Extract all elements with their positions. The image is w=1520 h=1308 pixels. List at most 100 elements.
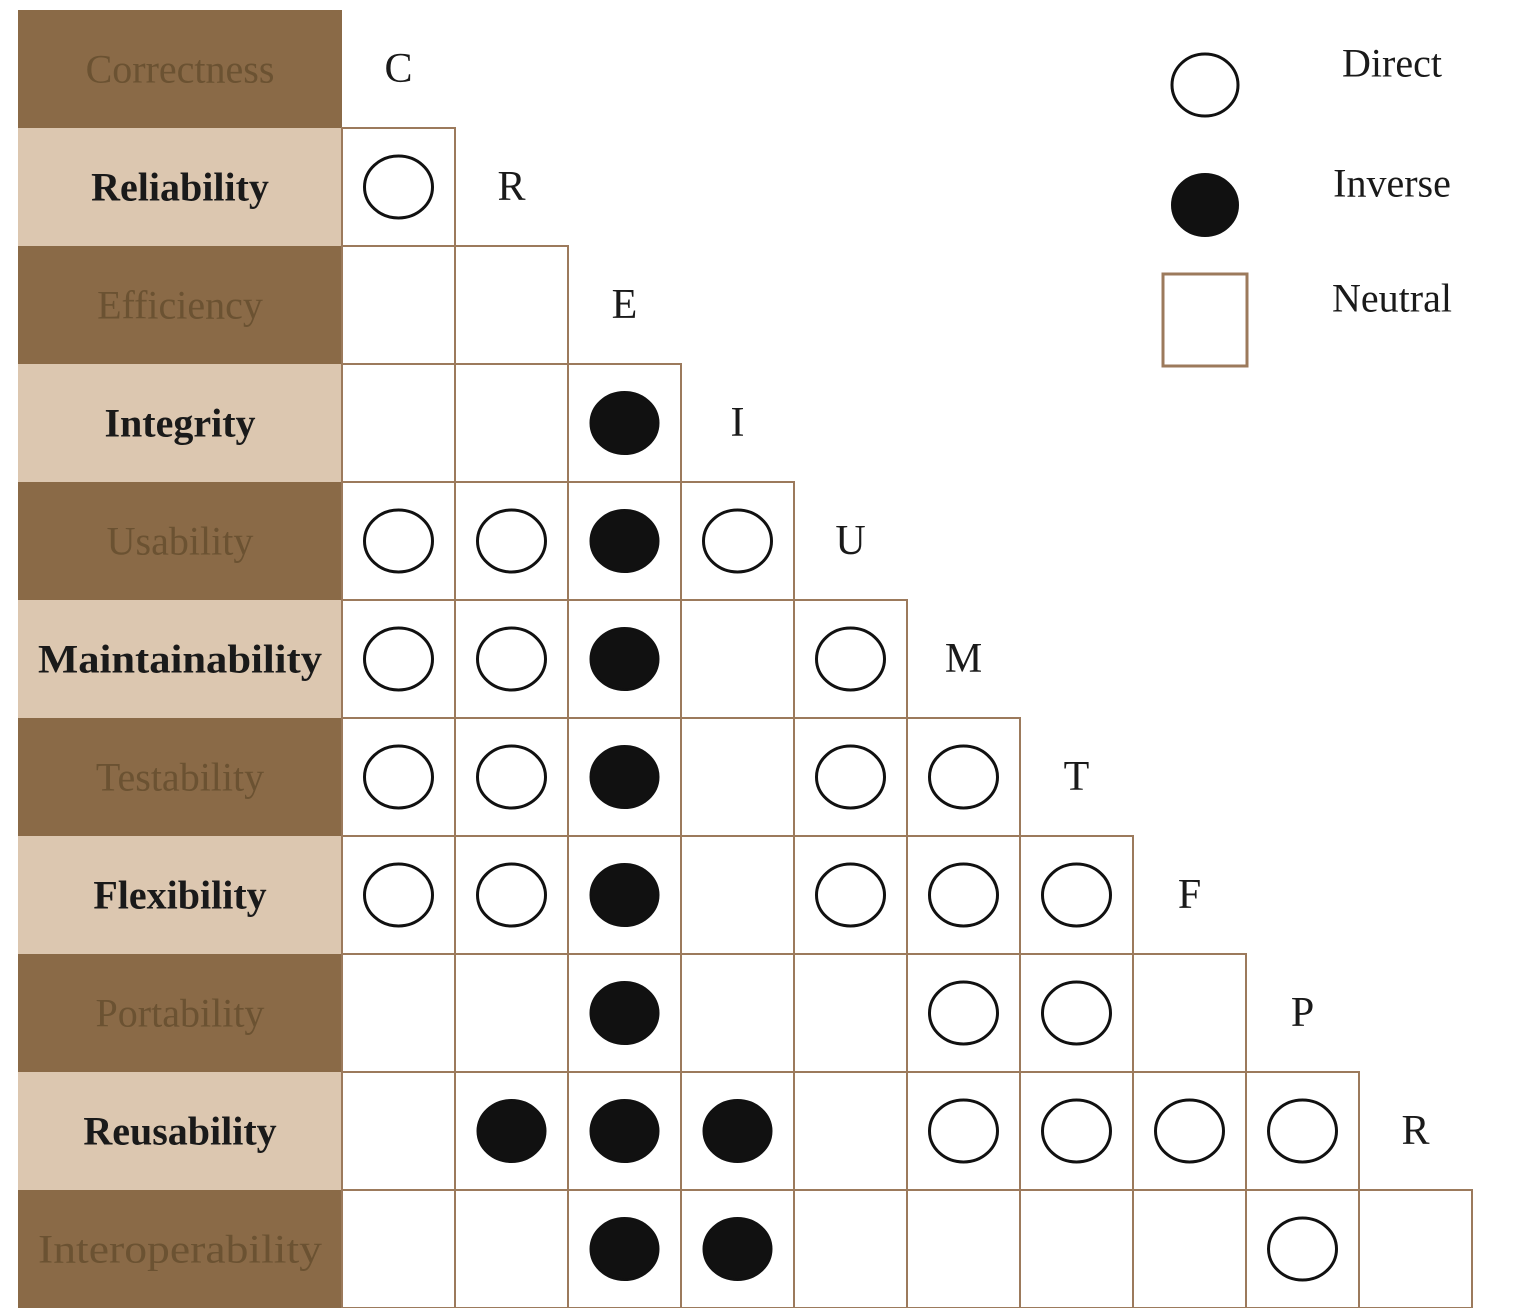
factor-abbr-portability: P xyxy=(1291,990,1314,1036)
factor-abbr-efficiency: E xyxy=(612,282,638,328)
inverse-symbol xyxy=(1171,173,1239,237)
relation-cell xyxy=(341,481,456,601)
direct-relation-mark xyxy=(1154,1098,1225,1164)
relation-cell xyxy=(1358,1189,1473,1308)
relation-cell xyxy=(793,599,908,719)
legend-item-direct: Direct xyxy=(1170,41,1442,118)
factor-label-text: Reusability xyxy=(83,1109,276,1154)
direct-relation-mark xyxy=(815,626,886,692)
direct-relation-mark xyxy=(363,626,434,692)
relation-cell xyxy=(793,1071,908,1191)
factor-label-text: Efficiency xyxy=(97,283,263,328)
relation-cell xyxy=(454,1071,569,1191)
relation-cell xyxy=(1245,1071,1360,1191)
relation-cell xyxy=(567,717,682,837)
legend-label: Direct xyxy=(1342,41,1442,86)
factor-label-usability: Usability xyxy=(18,482,342,600)
factor-label-reusability: Reusability xyxy=(18,1072,342,1190)
direct-relation-mark xyxy=(928,980,999,1046)
legend-item-inverse: Inverse xyxy=(1171,161,1451,237)
direct-relation-mark xyxy=(1041,862,1112,928)
inverse-relation-mark xyxy=(589,863,660,927)
relation-cell xyxy=(1019,1071,1134,1191)
direct-relation-mark xyxy=(476,744,547,810)
relation-cell xyxy=(341,127,456,247)
relation-cell xyxy=(341,835,456,955)
inverse-relation-mark xyxy=(589,509,660,573)
relation-cell xyxy=(906,835,1021,955)
relation-cell xyxy=(1132,1071,1247,1191)
relation-cell xyxy=(454,481,569,601)
relation-cell xyxy=(1132,953,1247,1073)
direct-relation-mark xyxy=(1041,1098,1112,1164)
factor-label-maintainability: Maintainability xyxy=(18,600,342,718)
relation-cell xyxy=(906,953,1021,1073)
factor-label-portability: Portability xyxy=(18,954,342,1072)
factor-label-flexibility: Flexibility xyxy=(18,836,342,954)
relation-cell xyxy=(680,835,795,955)
legend: Direct Inverse Neutral xyxy=(1161,41,1452,368)
legend-label: Inverse xyxy=(1333,161,1451,206)
relation-cell xyxy=(906,717,1021,837)
factor-abbr-correctness: C xyxy=(384,46,412,92)
relation-cell xyxy=(454,245,569,365)
direct-relation-mark xyxy=(363,744,434,810)
inverse-relation-mark xyxy=(702,1217,773,1281)
factor-abbr-flexibility: F xyxy=(1178,872,1201,918)
direct-relation-mark xyxy=(363,862,434,928)
factor-label-text: Integrity xyxy=(104,401,255,446)
direct-relation-mark xyxy=(1267,1098,1338,1164)
relation-cell xyxy=(567,481,682,601)
inverse-relation-mark xyxy=(589,391,660,455)
inverse-relation-mark xyxy=(589,1099,660,1163)
relation-cell xyxy=(906,1071,1021,1191)
direct-symbol xyxy=(1170,52,1240,118)
direct-relation-mark xyxy=(476,508,547,574)
legend-label: Neutral xyxy=(1332,276,1452,321)
relation-cell xyxy=(1019,1189,1134,1308)
relation-cell xyxy=(793,953,908,1073)
relation-cell xyxy=(1019,835,1134,955)
neutral-symbol xyxy=(1161,272,1249,368)
relation-cell xyxy=(680,599,795,719)
legend-item-neutral: Neutral xyxy=(1161,272,1452,368)
relation-cell xyxy=(454,1189,569,1308)
relation-cell xyxy=(793,1189,908,1308)
relation-cell xyxy=(1245,1189,1360,1308)
inverse-relation-mark xyxy=(589,1217,660,1281)
factor-label-text: Testability xyxy=(96,755,264,800)
direct-relation-mark xyxy=(815,744,886,810)
relation-cell xyxy=(454,835,569,955)
relation-grid xyxy=(341,127,1473,1308)
direct-relation-mark xyxy=(476,862,547,928)
relation-cell xyxy=(341,717,456,837)
factor-labels: Correctness Reliability Efficiency Integrit… xyxy=(18,10,342,1308)
factor-label-text: Correctness xyxy=(86,47,275,92)
relation-cell xyxy=(341,599,456,719)
factor-abbr-integrity: I xyxy=(731,400,745,446)
inverse-relation-mark xyxy=(589,745,660,809)
relation-cell xyxy=(341,953,456,1073)
factor-label-interoperability: Interoperability xyxy=(18,1190,342,1308)
factor-label-text: Interoperability xyxy=(38,1227,322,1272)
direct-relation-mark xyxy=(1267,1216,1338,1282)
relation-cell xyxy=(680,1189,795,1308)
inverse-relation-mark xyxy=(589,627,660,691)
relation-cell xyxy=(1019,953,1134,1073)
relation-cell xyxy=(454,717,569,837)
direct-relation-mark xyxy=(702,508,773,574)
relation-cell xyxy=(341,1071,456,1191)
relation-cell xyxy=(793,835,908,955)
factor-label-text: Usability xyxy=(107,519,254,564)
relation-cell xyxy=(680,953,795,1073)
inverse-relation-mark xyxy=(702,1099,773,1163)
relation-cell xyxy=(567,363,682,483)
factor-label-testability: Testability xyxy=(18,718,342,836)
factor-label-text: Reliability xyxy=(91,165,269,210)
factor-label-efficiency: Efficiency xyxy=(18,246,342,364)
inverse-relation-mark xyxy=(476,1099,547,1163)
factor-abbr-reusability: R xyxy=(1401,1108,1429,1154)
relation-cell xyxy=(567,599,682,719)
relation-cell xyxy=(680,481,795,601)
direct-relation-mark xyxy=(363,154,434,220)
